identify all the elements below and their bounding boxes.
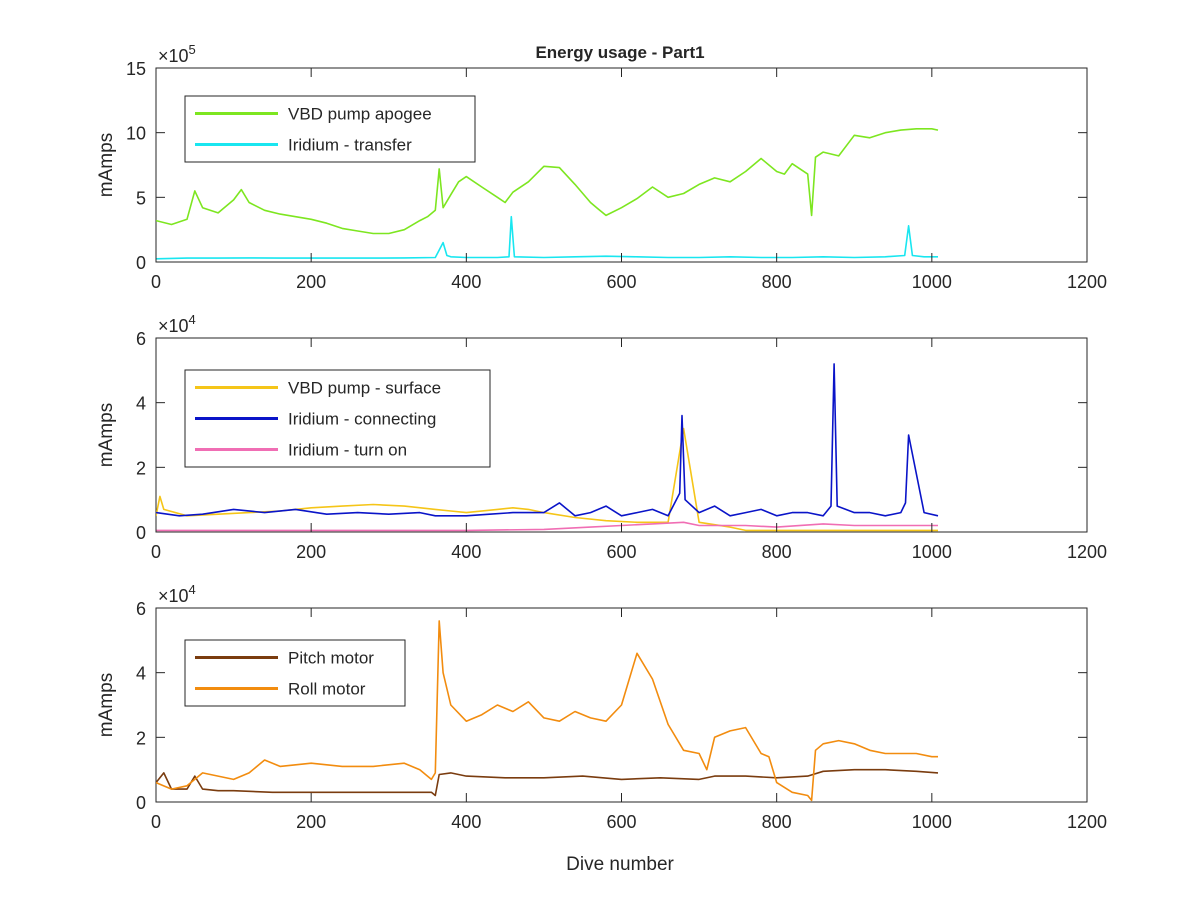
legend-box [184, 95, 476, 163]
legend-label: Iridium - turn on [288, 441, 407, 460]
legend: VBD pump apogee Iridium - transfer [184, 95, 476, 163]
x-tick-label: 400 [451, 812, 481, 832]
x-tick-label: 200 [296, 272, 326, 292]
x-tick-label: 1000 [912, 272, 952, 292]
y-tick-label: 15 [126, 59, 146, 79]
x-tick-label: 0 [151, 272, 161, 292]
y-tick-label: 5 [136, 188, 146, 208]
x-tick-label: 1200 [1067, 812, 1107, 832]
y-tick-label: 0 [136, 523, 146, 543]
legend-label: Roll motor [288, 680, 366, 699]
x-tick-label: 0 [151, 812, 161, 832]
x-tick-label: 400 [451, 272, 481, 292]
y-axis-label: mAmps [96, 133, 117, 197]
series-line-1 [156, 363, 939, 517]
y-tick-label: 2 [136, 458, 146, 478]
x-tick-label: 800 [762, 542, 792, 562]
legend-label: VBD pump apogee [288, 105, 432, 124]
series-line-0 [156, 768, 939, 797]
series-group [156, 620, 939, 802]
legend-box [184, 639, 406, 707]
legend-label: Pitch motor [288, 649, 374, 668]
figure-title: Energy usage - Part1 [535, 43, 704, 62]
y-tick-label: 0 [136, 253, 146, 273]
x-tick-label: 800 [762, 272, 792, 292]
x-tick-label: 800 [762, 812, 792, 832]
x-tick-label: 600 [606, 542, 636, 562]
y-tick-label: 2 [136, 728, 146, 748]
y-tick-label: 0 [136, 793, 146, 813]
panel-vbd-surface-iridium: 0 200 400 600 800 1000 1200 0 2 4 6 ×104 mAmps VBD pu… [96, 312, 1107, 562]
x-tick-label: 200 [296, 812, 326, 832]
series-group [156, 128, 939, 260]
series-line-2 [156, 521, 938, 532]
x-tick-label: 200 [296, 542, 326, 562]
y-tick-label: 4 [136, 664, 146, 684]
x-tick-label: 1200 [1067, 272, 1107, 292]
y-axis-label: mAmps [96, 673, 117, 737]
legend-label: Iridium - connecting [288, 410, 436, 429]
y-tick-label: 10 [126, 124, 146, 144]
series-group [156, 363, 939, 532]
x-tick-label: 600 [606, 812, 636, 832]
series-line-0 [156, 128, 939, 235]
y-exponent-label: ×105 [158, 42, 196, 66]
x-tick-label: 1000 [912, 542, 952, 562]
y-tick-label: 6 [136, 329, 146, 349]
series-line-1 [156, 620, 938, 802]
x-tick-label: 0 [151, 542, 161, 562]
y-tick-label: 6 [136, 599, 146, 619]
x-tick-label: 400 [451, 542, 481, 562]
x-tick-label: 600 [606, 272, 636, 292]
legend-label: VBD pump - surface [288, 379, 441, 398]
y-tick-label: 4 [136, 394, 146, 414]
panel-pitch-roll-motor: 0 200 400 600 800 1000 1200 0 2 4 6 ×104 mAmps Pitch … [96, 582, 1107, 832]
y-exponent-label: ×104 [158, 582, 196, 606]
legend: VBD pump - surface Iridium - connecting Ir… [184, 369, 491, 468]
y-exponent-label: ×104 [158, 312, 196, 336]
x-axis-label: Dive number [566, 854, 674, 875]
legend-label: Iridium - transfer [288, 136, 412, 155]
legend: Pitch motor Roll motor [184, 639, 406, 707]
x-tick-label: 1000 [912, 812, 952, 832]
series-line-1 [156, 215, 938, 260]
panel-vbd-apogee-iridium-transfer: 0 200 400 600 800 1000 1200 0 5 10 15 ×105 mAmps VBD … [96, 42, 1107, 292]
y-axis-label: mAmps [96, 403, 117, 467]
x-tick-label: 1200 [1067, 542, 1107, 562]
